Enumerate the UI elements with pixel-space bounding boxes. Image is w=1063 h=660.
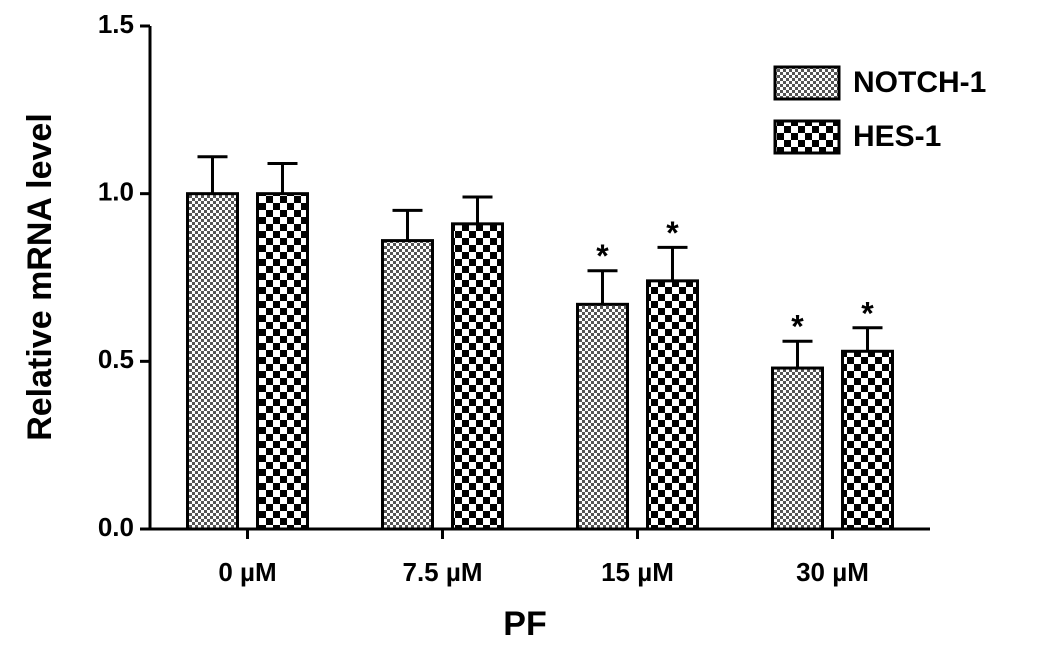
bar xyxy=(451,222,504,531)
legend-label: HES-1 xyxy=(853,120,941,153)
significance-mark: * xyxy=(791,309,804,345)
y-tick-label: 0.5 xyxy=(98,344,134,374)
y-tick-label: 0.0 xyxy=(98,512,134,542)
error-bar xyxy=(462,195,493,224)
x-tick-label: 30 µM xyxy=(796,557,869,587)
bar xyxy=(576,302,629,531)
x-tick-label: 15 µM xyxy=(601,557,674,587)
bar xyxy=(256,192,309,531)
y-axis-label: Relative mRNA level xyxy=(21,113,59,441)
error-bar xyxy=(392,208,423,241)
legend-swatch xyxy=(773,65,841,101)
error-bar xyxy=(782,339,813,369)
significance-mark: * xyxy=(596,238,609,274)
x-tick-label: 7.5 µM xyxy=(402,557,482,587)
y-tick-label: 1.0 xyxy=(98,177,134,207)
error-bar xyxy=(197,155,228,194)
error-bar xyxy=(852,326,883,352)
legend-swatch xyxy=(773,119,841,155)
significance-mark: * xyxy=(861,295,874,331)
significance-mark: * xyxy=(666,215,679,251)
bar xyxy=(381,239,434,531)
bar xyxy=(771,366,824,531)
bar xyxy=(646,279,699,531)
y-tick-label: 1.5 xyxy=(98,9,134,39)
x-axis-label: PF xyxy=(503,605,546,643)
error-bar xyxy=(657,245,688,281)
x-tick-label: 0 µM xyxy=(218,557,276,587)
bar xyxy=(186,192,239,531)
error-bar xyxy=(587,269,618,305)
error-bar xyxy=(267,161,298,194)
legend-label: NOTCH-1 xyxy=(853,66,986,99)
bar xyxy=(841,349,894,531)
